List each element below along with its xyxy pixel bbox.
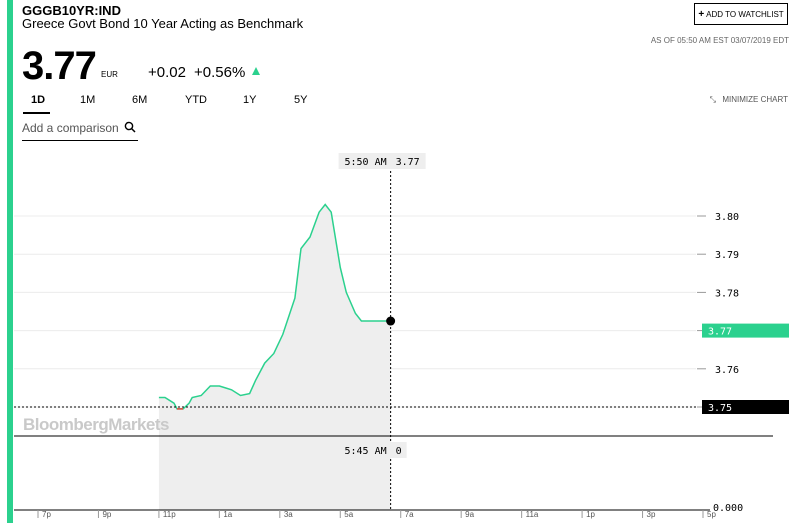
crosshair-time: 5:50 AM	[344, 157, 386, 168]
currency-label: EUR	[101, 70, 118, 79]
y-tick-label: 3.78	[715, 288, 739, 299]
y-tick-label: 3.80	[715, 212, 739, 223]
range-tab-1y[interactable]: 1Y	[243, 94, 257, 106]
comparison-placeholder[interactable]: Add a comparison	[22, 121, 119, 135]
x-tick-label: 7a	[405, 510, 414, 519]
add-to-watchlist-label: ADD TO WATCHLIST	[706, 9, 784, 19]
security-name: Greece Govt Bond 10 Year Acting as Bench…	[22, 16, 304, 31]
up-arrow-icon	[252, 67, 260, 75]
y-tick-label: 3.76	[715, 365, 739, 376]
range-tab-1m[interactable]: 1M	[80, 94, 96, 106]
watermark: BloombergMarkets	[23, 415, 169, 434]
net-change: +0.02	[148, 64, 186, 81]
add-to-watchlist-button[interactable]: + ADD TO WATCHLIST	[694, 3, 788, 25]
range-tab-ytd[interactable]: YTD	[185, 94, 207, 106]
crosshair-top-label: 5:50 AM 3.77	[338, 153, 426, 169]
last-price: 3.77	[22, 44, 97, 88]
range-tab-6m[interactable]: 6M	[132, 94, 148, 106]
y-tick-labels: 3.80 3.79 3.78 3.77 3.76 3.75	[697, 212, 739, 414]
reference-value-label: 3.75	[708, 403, 732, 414]
crosshair-bottom-label: 5:45 AM 0	[338, 442, 407, 458]
current-value-label: 3.77	[708, 327, 732, 338]
x-tick-label: 3p	[647, 510, 656, 519]
crosshair-volume-value: 0	[396, 446, 402, 457]
price-line	[158, 203, 391, 410]
minimize-chart-button[interactable]: MINIMIZE CHART	[722, 95, 788, 104]
crosshair-value: 3.77	[396, 157, 420, 168]
x-tick-label: 5p	[707, 510, 716, 519]
range-tab-5y[interactable]: 5Y	[294, 94, 308, 106]
x-tick-label: 11p	[163, 510, 176, 519]
x-tick-label: 1p	[586, 510, 595, 519]
x-tick-labels: 7p 9p 11p 1a 3a 5a 7a 9a 11a 1p 3p 5p	[37, 510, 716, 519]
accent-bar	[7, 0, 13, 523]
as-of-timestamp: AS OF 05:50 AM EST 03/07/2019 EDT	[650, 36, 789, 45]
range-tab-1d[interactable]: 1D	[31, 94, 46, 106]
crosshair-point	[386, 316, 396, 326]
price-area	[158, 204, 391, 510]
y-tick-label: 3.79	[715, 250, 739, 261]
comparison-search-field[interactable]: Add a comparison	[22, 119, 138, 141]
x-tick-label: 3a	[284, 510, 293, 519]
active-tab-indicator	[23, 112, 50, 114]
x-tick-label: 11a	[526, 510, 539, 519]
collapse-icon[interactable]: ⤡	[709, 95, 716, 104]
percent-change: +0.56%	[194, 64, 246, 81]
x-tick-label: 9a	[465, 510, 474, 519]
x-tick-label: 1a	[223, 510, 232, 519]
x-tick-label: 5a	[344, 510, 353, 519]
ticker-symbol: GGGB10YR:IND	[22, 3, 121, 18]
current-value-marker	[702, 323, 789, 338]
volume-axis-label: 0.000	[713, 503, 743, 514]
x-tick-label: 7p	[42, 510, 51, 519]
plus-icon: +	[698, 8, 705, 20]
x-tick-label: 9p	[102, 510, 111, 519]
search-icon[interactable]	[124, 121, 136, 133]
crosshair-volume-time: 5:45 AM	[344, 446, 386, 457]
reference-value-marker	[702, 400, 789, 414]
